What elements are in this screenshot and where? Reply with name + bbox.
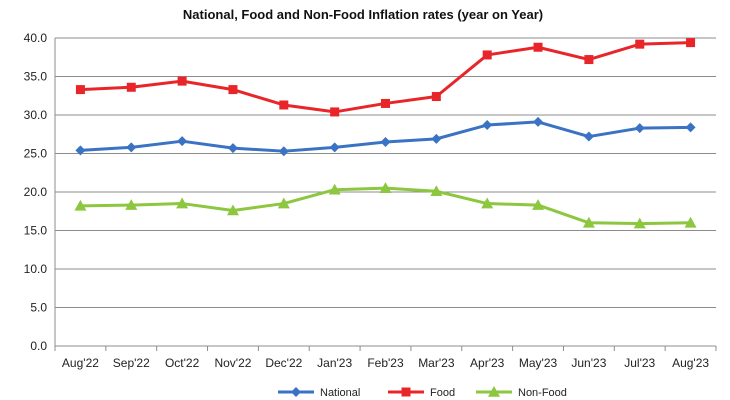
legend-item-non-food: Non-Food <box>476 386 567 399</box>
y-tick-label: 0.0 <box>30 339 47 353</box>
x-tick-label: Nov'22 <box>214 356 251 370</box>
data-point-national <box>126 142 137 153</box>
series-non-food <box>74 182 697 229</box>
x-tick-label: Apr'23 <box>470 356 505 370</box>
x-tick-label: Oct'22 <box>165 356 200 370</box>
data-point-non-food <box>481 197 494 209</box>
data-point-non-food <box>684 216 697 228</box>
data-point-national <box>278 146 289 157</box>
data-point-food <box>635 39 645 49</box>
series-line-non-food <box>80 186 691 226</box>
data-point-food <box>533 42 543 52</box>
data-point-national <box>227 143 238 154</box>
data-point-national <box>380 136 391 147</box>
data-point-national <box>533 116 544 127</box>
chart-title: National, Food and Non-Food Inflation ra… <box>183 7 543 22</box>
x-tick-label: Sep'22 <box>113 356 150 370</box>
y-tick-label: 35.0 <box>24 70 48 84</box>
y-tick-label: 30.0 <box>24 108 48 122</box>
legend-item-national: National <box>278 387 360 399</box>
data-point-national <box>177 136 188 147</box>
legend-item-food: Food <box>388 387 455 399</box>
data-point-non-food <box>379 182 392 193</box>
data-point-food <box>686 38 696 48</box>
legend-label-non-food: Non-Food <box>518 387 567 399</box>
data-point-non-food <box>582 216 595 228</box>
y-tick-label: 15.0 <box>24 224 48 238</box>
data-point-non-food <box>176 197 189 209</box>
y-tick-label: 40.0 <box>24 31 48 45</box>
data-point-non-food <box>277 197 290 209</box>
data-point-food <box>584 55 594 65</box>
legend-label-food: Food <box>430 387 455 399</box>
data-point-non-food <box>226 204 239 216</box>
data-point-food <box>330 107 340 117</box>
data-point-food <box>381 98 390 108</box>
data-point-national <box>482 120 493 131</box>
data-point-national <box>431 133 442 144</box>
data-point-non-food <box>125 199 138 210</box>
legend-label-national: National <box>320 387 360 399</box>
data-point-national <box>329 142 340 153</box>
y-tick-label: 5.0 <box>30 301 47 315</box>
axis-layer: 0.0 5.0 10.0 15.0 20.0 25.0 30.0 35.0 40.0 Aug'22… <box>24 31 717 370</box>
x-tick-label: Jul'23 <box>624 356 655 370</box>
legend-marker-national <box>291 387 301 397</box>
data-point-non-food <box>633 217 646 229</box>
legend: National Food Non-Food <box>278 386 567 399</box>
x-tick-label: Mar'23 <box>418 356 455 370</box>
y-tick-label: 25.0 <box>24 147 48 161</box>
data-point-national <box>634 123 645 134</box>
series-layer <box>74 38 697 229</box>
x-tick-label: May'23 <box>519 356 558 370</box>
x-tick-label: Dec'22 <box>265 356 302 370</box>
data-point-national <box>685 122 696 133</box>
y-tick-label: 10.0 <box>24 262 48 276</box>
x-tick-label: Feb'23 <box>367 356 404 370</box>
series-national <box>75 116 696 157</box>
legend-marker-food <box>401 387 411 397</box>
y-tick-label: 20.0 <box>24 185 48 199</box>
data-point-non-food <box>532 199 545 210</box>
data-point-non-food <box>328 183 341 195</box>
x-tick-label: Aug'22 <box>62 356 99 370</box>
data-point-food <box>75 85 85 95</box>
data-point-national <box>75 145 86 156</box>
data-point-food <box>279 100 289 110</box>
x-tick-label: Jan'23 <box>317 356 352 370</box>
data-point-non-food <box>74 199 87 211</box>
legend-marker-non-food <box>488 386 500 397</box>
series-food <box>75 38 696 117</box>
x-tick-label: Aug'23 <box>672 356 709 370</box>
data-point-food <box>126 82 136 92</box>
data-point-non-food <box>430 185 443 197</box>
x-tick-label: Jun'23 <box>571 356 606 370</box>
data-point-food <box>177 76 187 86</box>
data-point-food <box>228 85 238 95</box>
data-point-food <box>431 92 441 102</box>
data-point-food <box>482 50 492 60</box>
data-point-national <box>583 131 594 142</box>
